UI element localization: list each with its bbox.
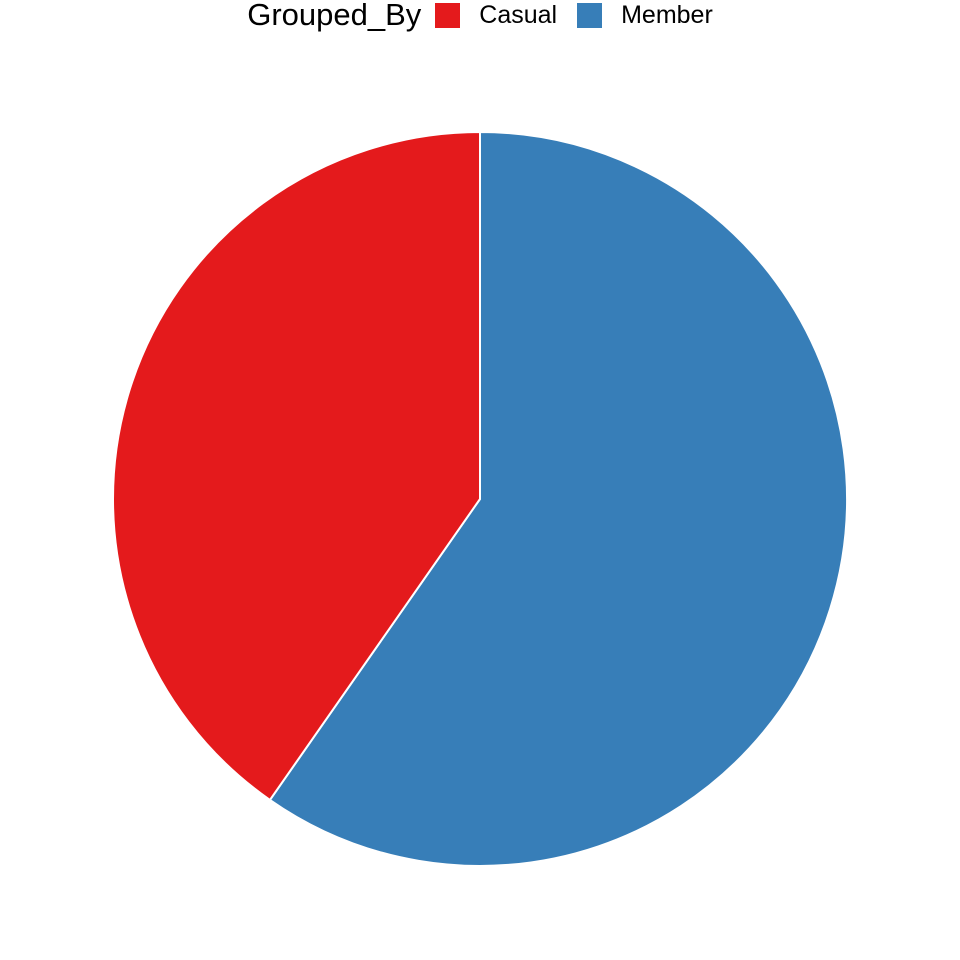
legend-item-casual: Casual <box>435 0 557 30</box>
legend-label-casual: Casual <box>479 1 558 29</box>
legend-key-casual <box>435 2 461 28</box>
legend-title: Grouped_By <box>247 0 422 32</box>
pie-slice-member <box>268 130 848 867</box>
legend-item-member: Member <box>577 0 713 30</box>
chart-legend: Grouped_By Casual Member <box>0 0 960 30</box>
legend-label-member: Member <box>621 1 713 29</box>
pie-slice-casual <box>112 130 481 802</box>
legend-key-member <box>577 2 603 28</box>
